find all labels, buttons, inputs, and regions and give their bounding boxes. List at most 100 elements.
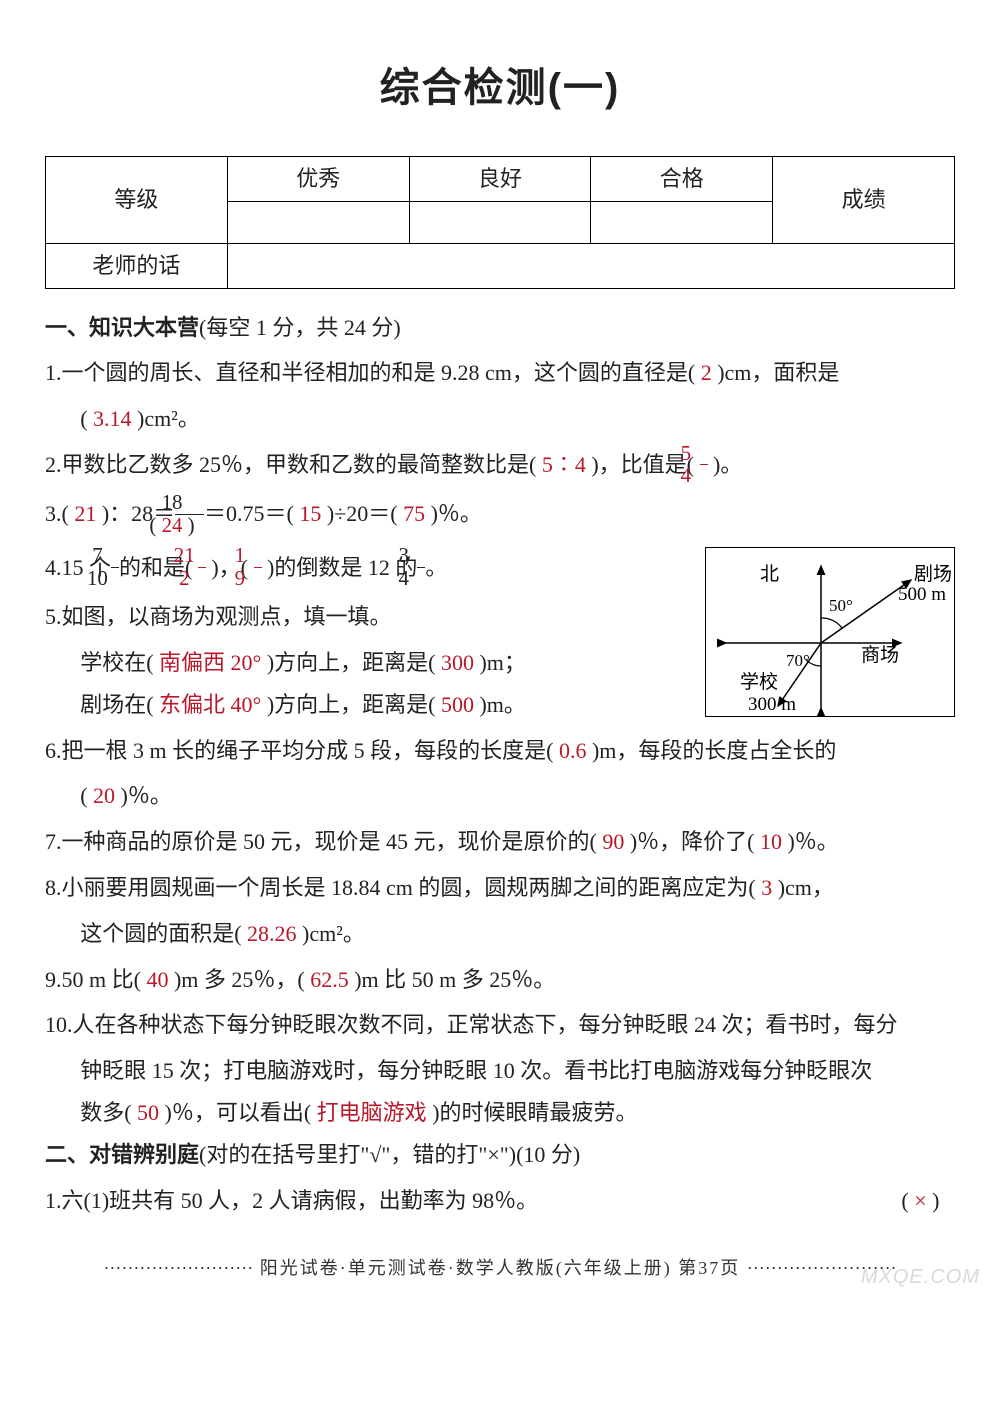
frac-num: 5 <box>700 443 708 465</box>
q5-l2a: 学校在( <box>80 650 159 675</box>
watermark: MXQE.COM <box>861 1258 980 1296</box>
q1-ans1: 2 <box>701 360 712 385</box>
q5-a4: 500 <box>441 692 474 717</box>
q1-text2: )cm，面积是 <box>712 360 840 385</box>
q5-l2b: )方向上，距离是( <box>261 650 441 675</box>
frac-num: 1 <box>254 545 262 567</box>
q4-t4: )的倒数是 12 的 <box>262 555 418 580</box>
q8-t2: )cm， <box>772 875 834 900</box>
label-70deg: 70° <box>786 651 810 670</box>
label-theater: 剧场 <box>914 563 952 585</box>
q5-l3a: 剧场在( <box>80 692 159 717</box>
label-300m: 300 m <box>748 694 796 715</box>
q5-a3: 东偏北 40° <box>159 692 261 717</box>
cell-blank <box>409 201 591 243</box>
s2q1-bracket: ( × ) <box>937 1180 949 1222</box>
table-row: 老师的话 <box>46 243 955 288</box>
section-1-heading: 一、知识大本营(每空 1 分，共 24 分) <box>45 307 955 349</box>
section-1-note: (每空 1 分，共 24 分) <box>199 315 401 340</box>
q8-l2b: )cm²。 <box>297 921 365 946</box>
question-2: 2.甲数比乙数多 25％，甲数和乙数的最简整数比是( 5∶4 )，比值是( 54… <box>45 444 955 489</box>
q6-t2: )m，每段的长度占全长的 <box>586 738 836 763</box>
q4-t5: 。 <box>425 555 447 580</box>
q9-a2: 62.5 <box>310 967 349 992</box>
q9-t1: 9.50 m 比( <box>45 967 146 992</box>
frac-den: 4 <box>417 567 425 590</box>
frac-den: 10 <box>111 567 119 590</box>
cell-excellent: 优秀 <box>227 157 409 202</box>
q3-denR: ) <box>182 513 194 537</box>
q1-l2a: ( <box>80 406 93 431</box>
s2q1-brL: ( <box>901 1188 914 1213</box>
q3-a4: 75 <box>403 501 425 526</box>
page-footer: ························· 阳光试卷·单元测试卷·数学人… <box>45 1251 955 1285</box>
direction-diagram: 北 剧场 500 m 商场 学校 300 m 50° 70° <box>705 547 955 717</box>
q7-a1: 90 <box>602 829 624 854</box>
q6-t1: 6.把一根 3 m 长的绳子平均分成 5 段，每段的长度是( <box>45 738 559 763</box>
frac-den: 4 <box>700 464 708 487</box>
frac-num: 21 <box>198 545 206 567</box>
q1-l2b: )cm²。 <box>132 406 200 431</box>
q3-frac: 18( 24 ) <box>175 492 204 537</box>
q9-t3: )m 比 50 m 多 25％。 <box>349 967 556 992</box>
q4-a1: 212 <box>198 545 206 590</box>
cell-teacher-note-label: 老师的话 <box>46 243 228 288</box>
label-500m: 500 m <box>898 584 946 605</box>
q9-a1: 40 <box>146 967 168 992</box>
question-10-line1: 10.人在各种状态下每分钟眨眼次数不同，正常状态下，每分钟眨眼 24 次；看书时… <box>45 1004 955 1046</box>
cell-good: 良好 <box>409 157 591 202</box>
section-2-heading: 二、对错辨别庭(对的在括号里打"√"，错的打"×")(10 分) <box>45 1134 955 1176</box>
q6-a1: 0.6 <box>559 738 587 763</box>
q2-text: 2.甲数比乙数多 25％，甲数和乙数的最简整数比是( <box>45 452 542 477</box>
q5-a1: 南偏西 20° <box>159 650 261 675</box>
cell-blank <box>227 201 409 243</box>
question-10-line2: 钟眨眼 15 次；打电脑游戏时，每分钟眨眼 10 次。看书比打电脑游戏每分钟眨眼… <box>80 1050 955 1092</box>
exam-page: 综合检测(一) 等级 优秀 良好 合格 成绩 老师的话 一、知识大本营(每空 1… <box>0 0 1000 1306</box>
q3-t5: )％。 <box>425 501 482 526</box>
q10-l3b: )％，可以看出( <box>159 1100 317 1125</box>
q4-f2: 34 <box>417 545 425 590</box>
q6-l2a: ( <box>80 783 93 808</box>
q3-t4: )÷20＝( <box>321 501 403 526</box>
s2q1-text: 1.六(1)班共有 50 人，2 人请病假，出勤率为 98％。 <box>45 1188 538 1213</box>
question-7: 7.一种商品的原价是 50 元，现价是 45 元，现价是原价的( 90 )％，降… <box>45 821 955 863</box>
section2-question-1: 1.六(1)班共有 50 人，2 人请病假，出勤率为 98％。 ( × ) <box>45 1180 955 1222</box>
table-row: 等级 优秀 良好 合格 成绩 <box>46 157 955 202</box>
frac-den: 2 <box>198 567 206 590</box>
q5-l2c: )m； <box>474 650 526 675</box>
q7-t1: 7.一种商品的原价是 50 元，现价是 45 元，现价是原价的( <box>45 829 602 854</box>
q5-a2: 300 <box>441 650 474 675</box>
q3-t1: 3.( <box>45 501 74 526</box>
q4-q5-block: 北 剧场 500 m 商场 学校 300 m 50° 70° 4.15 个710… <box>45 543 955 726</box>
grade-table: 等级 优秀 良好 合格 成绩 老师的话 <box>45 156 955 289</box>
q8-a2: 28.26 <box>247 921 297 946</box>
q6-a2: 20 <box>93 783 115 808</box>
frac-den: ( 24 ) <box>175 514 204 537</box>
q4-a2: 19 <box>254 545 262 590</box>
q10-l3a: 数多( <box>80 1100 137 1125</box>
footer-dots-left: ························· <box>103 1258 253 1278</box>
q9-t2: )m 多 25％，( <box>168 967 310 992</box>
q1-ans2: 3.14 <box>93 406 132 431</box>
question-1-line2: ( 3.14 )cm²。 <box>80 398 955 440</box>
q3-a1: 21 <box>74 501 96 526</box>
cell-score-label: 成绩 <box>773 157 955 244</box>
q2-post: )。 <box>708 452 743 477</box>
label-north: 北 <box>760 563 779 585</box>
question-8-line2: 这个圆的面积是( 28.26 )cm²。 <box>80 913 955 955</box>
q4-t3: )，( <box>206 555 254 580</box>
q1-text: 1.一个圆的周长、直径和半径相加的和是 9.28 cm，这个圆的直径是( <box>45 360 701 385</box>
section-2-note: (对的在括号里打"√"，错的打"×")(10 分) <box>199 1142 580 1167</box>
frac-num: 18 <box>175 492 204 514</box>
label-50deg: 50° <box>829 596 853 615</box>
q3-denL: ( <box>149 513 161 537</box>
cell-blank <box>591 201 773 243</box>
frac-num: 3 <box>417 545 425 567</box>
q8-a1: 3 <box>761 875 772 900</box>
q2-ans1: 5∶4 <box>542 452 586 477</box>
q10-l3c: )的时候眼睛最疲劳。 <box>427 1100 638 1125</box>
question-1: 1.一个圆的周长、直径和半径相加的和是 9.28 cm，这个圆的直径是( 2 )… <box>45 352 955 394</box>
q10-a2: 打电脑游戏 <box>317 1100 427 1125</box>
q5-l3b: )方向上，距离是( <box>261 692 441 717</box>
frac-den: 9 <box>254 567 262 590</box>
